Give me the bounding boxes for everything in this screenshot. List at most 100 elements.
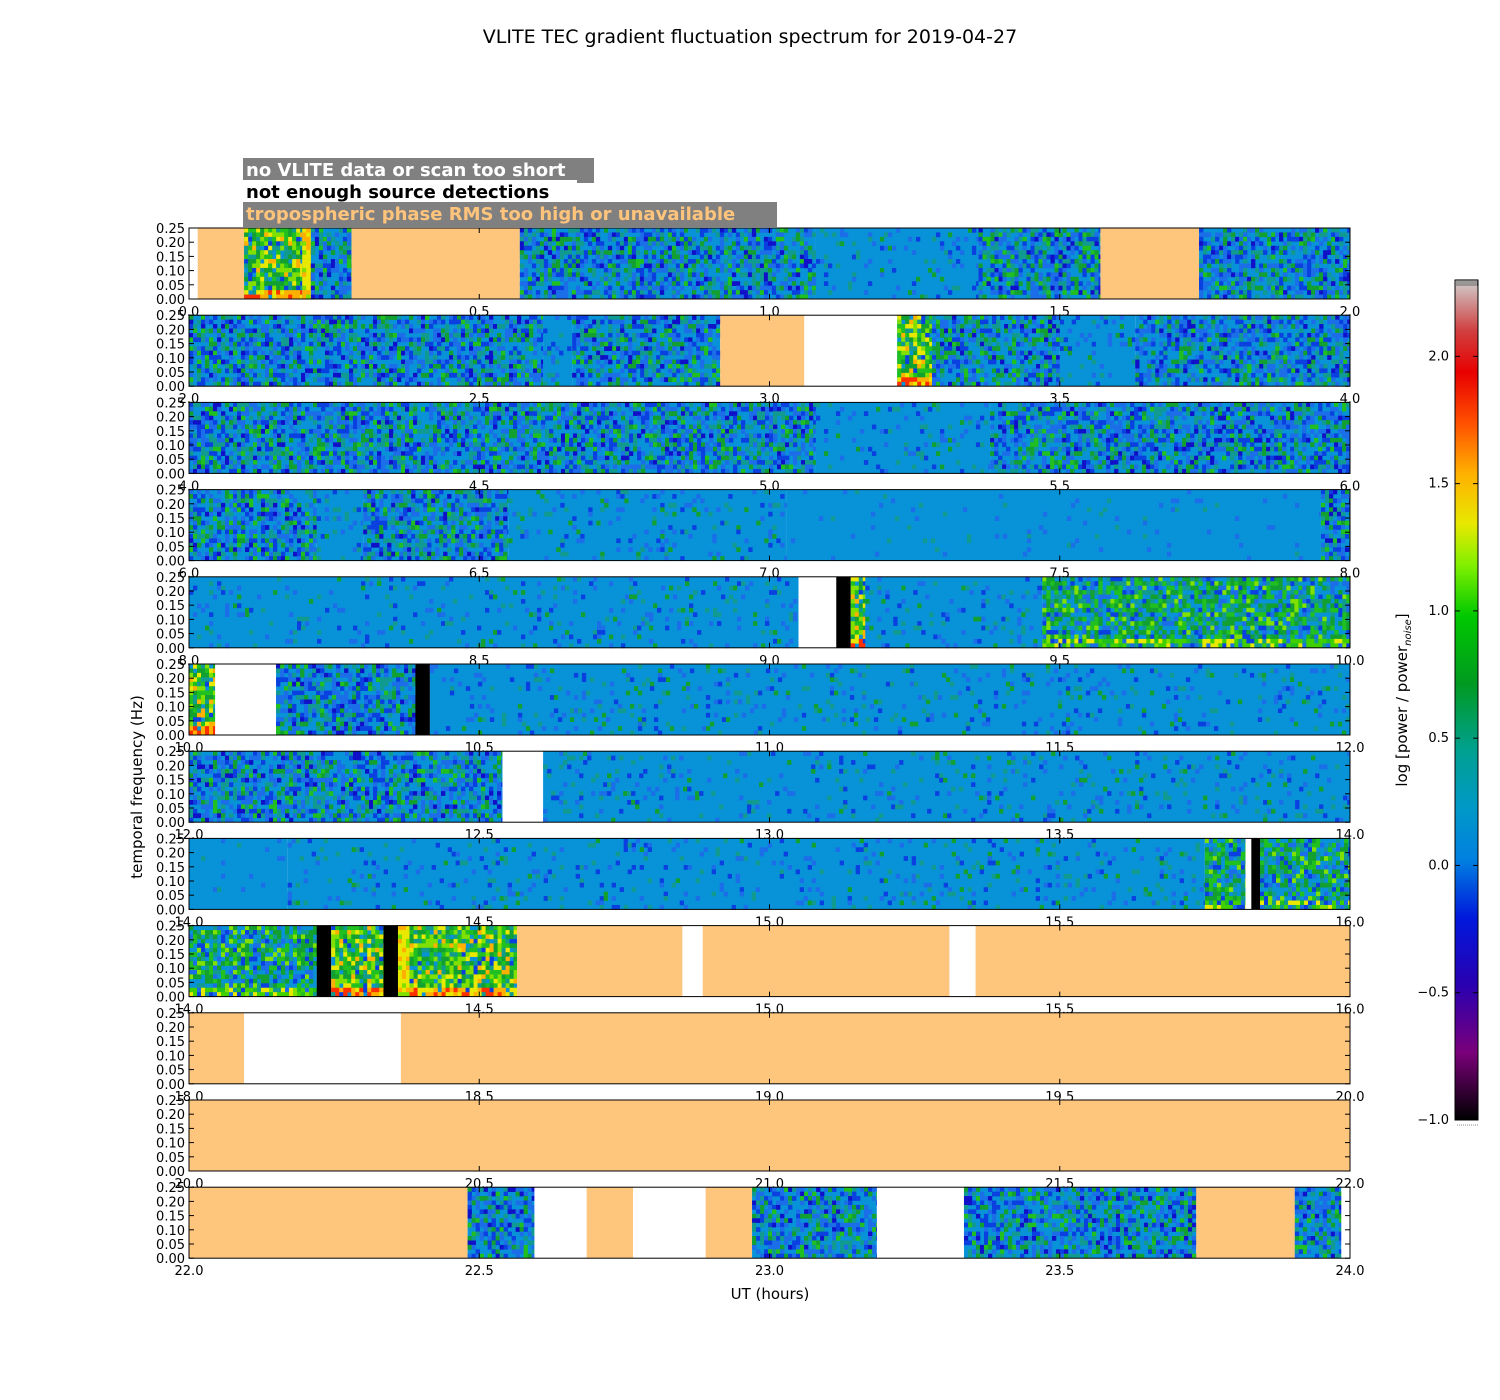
panel-12: 0.000.050.100.150.200.25 22.0 22.5 23.0 23.5… <box>156 1181 1364 1279</box>
panel-2-segment-7-noisy <box>932 315 1061 387</box>
panel-9-segment-6-hot <box>409 925 518 997</box>
panel-2: 0.000.050.100.150.200.252.0 2.5 3.0 3.5 4.0 <box>156 309 1360 407</box>
panel-5-ytick-1: 0.05 <box>156 628 185 643</box>
panel-4: 0.000.050.100.150.200.256.0 6.5 7.0 7.5 8.0 <box>156 484 1360 582</box>
panel-5-ytick-5: 0.25 <box>156 571 185 586</box>
panel-6-ytick-1: 0.05 <box>156 715 185 730</box>
panel-5-segment-6-greenish <box>1042 576 1351 649</box>
panel-12-ytick-3: 0.15 <box>156 1210 185 1225</box>
panel-2-segment-4-tan <box>720 315 805 387</box>
panel-10-ytick-5: 0.25 <box>156 1007 185 1022</box>
panel-5-segment-2-white <box>798 576 837 648</box>
y-axis-label: temporal frequency (Hz) <box>128 695 146 879</box>
panel-7-ytick-4: 0.20 <box>156 759 185 774</box>
panel-8-ytick-0: 0.00 <box>156 903 185 918</box>
panel-5-segment-4-hot <box>850 576 866 649</box>
panel-11-ytick-3: 0.15 <box>156 1122 185 1137</box>
panel-7-ytick-1: 0.05 <box>156 802 185 817</box>
panel-12-ytick-2: 0.10 <box>156 1224 185 1239</box>
panel-12-xtick-4: 24.0 <box>1336 1264 1365 1279</box>
panel-4-ytick-0: 0.00 <box>156 555 185 570</box>
panel-9-segment-2-black <box>316 925 332 997</box>
panel-3-ytick-3: 0.15 <box>156 425 185 440</box>
panel-12-xtick-0: 22.0 <box>175 1264 204 1279</box>
panel-9-segment-1-greenish <box>189 925 318 997</box>
panel-4-ytick-5: 0.25 <box>156 484 185 499</box>
panel-10-segment-3-tan <box>400 1012 1350 1084</box>
legend-entry-tropo-rms: tropospheric phase RMS too high or unava… <box>246 204 735 225</box>
panel-10-segment-2-white <box>244 1012 401 1084</box>
panel-1-ytick-2: 0.10 <box>156 265 185 280</box>
colorbar-tick-6: 2.0 <box>1428 349 1449 364</box>
panel-7-ytick-5: 0.25 <box>156 745 185 760</box>
panel-5-segment-5-sparse <box>865 576 1043 649</box>
panel-2-ytick-0: 0.00 <box>156 380 185 395</box>
panel-12-xtick-3: 23.5 <box>1045 1264 1074 1279</box>
panel-12-segment-12-white <box>1341 1187 1350 1259</box>
panel-1-segment-8-sparse <box>815 228 979 300</box>
panel-3-segment-3-noisy <box>990 402 1351 474</box>
panel-7-segment-1-noisy <box>189 751 503 823</box>
panel-9-ytick-5: 0.25 <box>156 920 185 935</box>
panel-9-segment-3-hot <box>331 925 384 997</box>
panel-12-ytick-5: 0.25 <box>156 1181 185 1196</box>
panel-11-ytick-4: 0.20 <box>156 1108 185 1123</box>
colorbar-label: log [power / powernoise] <box>1393 613 1414 786</box>
panel-1-ytick-1: 0.05 <box>156 279 185 294</box>
panel-7-segment-3-sparse <box>543 751 1351 823</box>
panel-2-segment-2-sparse <box>543 315 573 387</box>
panel-8-ytick-1: 0.05 <box>156 889 185 904</box>
panel-6-segment-5-sparse <box>429 664 1351 736</box>
panel-8-segment-6-greenish <box>1260 838 1351 910</box>
panel-5-segment-1-sparse <box>189 576 799 649</box>
panel-2-segment-3-noisy <box>572 315 721 387</box>
panel-9-segment-5-yellow <box>397 925 410 997</box>
panel-7-ytick-2: 0.10 <box>156 788 185 803</box>
panel-4-ytick-2: 0.10 <box>156 526 185 541</box>
panel-12-xtick-1: 22.5 <box>465 1264 494 1279</box>
panel-4-segment-3-noisy <box>363 489 509 561</box>
panel-6-segment-3-noisy <box>276 664 416 736</box>
panel-4-segment-4-sparse <box>508 489 788 561</box>
panel-3-ytick-4: 0.20 <box>156 411 185 426</box>
panel-9-ytick-2: 0.10 <box>156 962 185 977</box>
panel-3-ytick-1: 0.05 <box>156 453 185 468</box>
panel-6-ytick-3: 0.15 <box>156 686 185 701</box>
panel-3-ytick-0: 0.00 <box>156 467 185 482</box>
panel-12-segment-3-white <box>534 1187 587 1259</box>
panel-7-ytick-0: 0.00 <box>156 816 185 831</box>
panel-11-segment-1-tan <box>189 1100 1350 1171</box>
panel-2-ytick-5: 0.25 <box>156 309 185 324</box>
panel-3-segment-2-sparse <box>815 402 991 474</box>
panel-1-ytick-0: 0.00 <box>156 293 185 308</box>
panel-12-segment-10-tan <box>1196 1187 1295 1259</box>
panel-8-ytick-3: 0.15 <box>156 861 185 876</box>
panel-2-ytick-1: 0.05 <box>156 366 185 381</box>
panel-4-ytick-1: 0.05 <box>156 540 185 555</box>
panel-5-ytick-2: 0.10 <box>156 613 185 628</box>
panel-9-ytick-3: 0.15 <box>156 948 185 963</box>
panel-12-segment-1-tan <box>189 1187 468 1259</box>
panel-2-segment-9-noisy <box>1135 315 1351 387</box>
panel-1-segment-3-hot <box>244 228 303 300</box>
panel-2-segment-8-sparse <box>1059 315 1136 387</box>
panel-7-ytick-3: 0.15 <box>156 774 185 789</box>
panel-4-segment-2-sparse <box>316 489 364 561</box>
panel-5-segment-3-black <box>836 576 851 648</box>
panel-12-ytick-4: 0.20 <box>156 1195 185 1210</box>
panel-12-segment-5-white <box>633 1187 706 1259</box>
panel-6-ytick-0: 0.00 <box>156 729 185 744</box>
panel-12-segment-4-tan <box>586 1187 634 1259</box>
panel-6-ytick-4: 0.20 <box>156 672 185 687</box>
spectrum-panels: 0.000.050.100.150.200.250.0 0.5 1.0 1.5 2.00… <box>156 222 1364 1279</box>
panel-12-segment-11-noisy <box>1294 1187 1342 1259</box>
panel-4-ytick-3: 0.15 <box>156 512 185 527</box>
panel-9-segment-7-tan <box>516 925 683 997</box>
panel-12-segment-8-white <box>876 1187 964 1259</box>
